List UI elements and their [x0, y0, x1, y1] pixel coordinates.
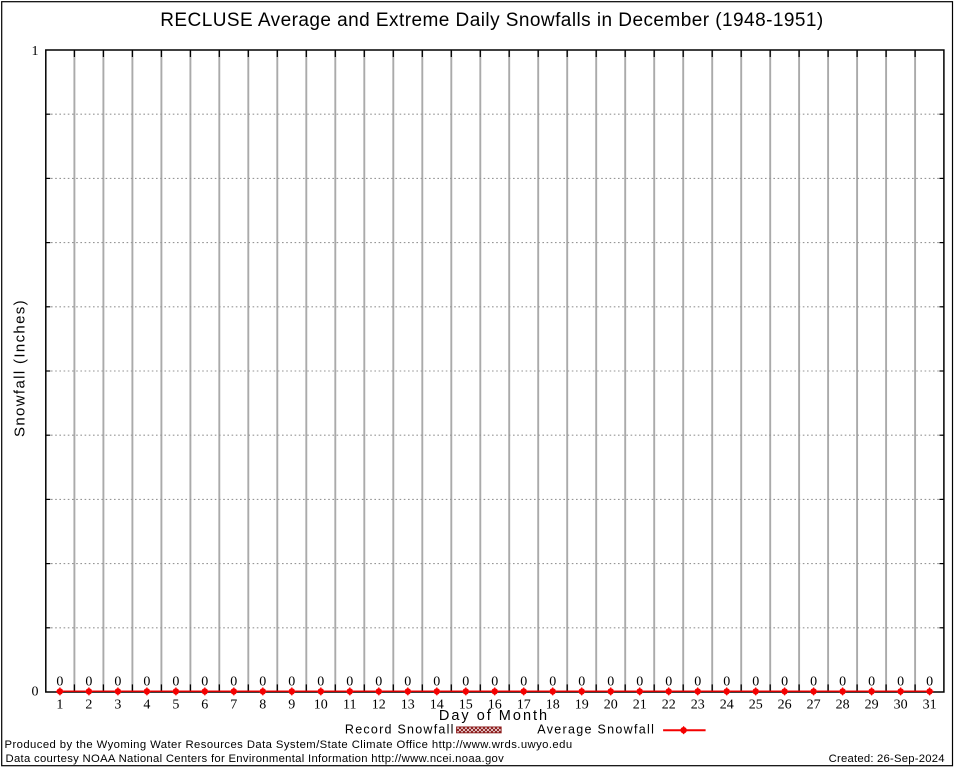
- svg-text:0: 0: [375, 675, 382, 690]
- svg-text:6: 6: [201, 698, 208, 713]
- svg-text:17: 17: [517, 698, 531, 713]
- svg-text:Data courtesy NOAA National Ce: Data courtesy NOAA National Centers for …: [6, 753, 505, 765]
- svg-text:12: 12: [372, 698, 386, 713]
- svg-text:10: 10: [314, 698, 328, 713]
- svg-text:0: 0: [810, 675, 817, 690]
- svg-text:0: 0: [317, 675, 324, 690]
- svg-text:25: 25: [749, 698, 763, 713]
- svg-text:29: 29: [865, 698, 879, 713]
- svg-text:22: 22: [662, 698, 676, 713]
- svg-text:28: 28: [836, 698, 850, 713]
- svg-text:19: 19: [575, 698, 589, 713]
- svg-text:3: 3: [114, 698, 121, 713]
- svg-text:0: 0: [897, 675, 904, 690]
- svg-text:0: 0: [201, 675, 208, 690]
- svg-text:21: 21: [633, 698, 647, 713]
- svg-text:Average Snowfall: Average Snowfall: [537, 722, 655, 736]
- svg-text:0: 0: [85, 675, 92, 690]
- svg-text:31: 31: [923, 698, 937, 713]
- svg-text:0: 0: [462, 675, 469, 690]
- svg-text:15: 15: [459, 698, 473, 713]
- svg-text:0: 0: [172, 675, 179, 690]
- svg-text:18: 18: [546, 698, 560, 713]
- svg-text:16: 16: [488, 698, 502, 713]
- svg-text:9: 9: [288, 698, 295, 713]
- svg-text:0: 0: [665, 675, 672, 690]
- svg-text:0: 0: [346, 675, 353, 690]
- svg-text:0: 0: [926, 675, 933, 690]
- svg-text:0: 0: [288, 675, 295, 690]
- svg-text:13: 13: [401, 698, 415, 713]
- svg-text:0: 0: [230, 675, 237, 690]
- svg-text:0: 0: [868, 675, 875, 690]
- svg-text:4: 4: [143, 698, 150, 713]
- svg-text:0: 0: [839, 675, 846, 690]
- svg-text:23: 23: [691, 698, 705, 713]
- svg-text:8: 8: [259, 698, 266, 713]
- svg-text:0: 0: [491, 675, 498, 690]
- svg-text:1: 1: [32, 44, 39, 59]
- svg-text:1: 1: [56, 698, 63, 713]
- svg-text:Record Snowfall: Record Snowfall: [345, 722, 455, 736]
- svg-text:0: 0: [143, 675, 150, 690]
- svg-text:27: 27: [807, 698, 821, 713]
- svg-text:0: 0: [723, 675, 730, 690]
- svg-text:7: 7: [230, 698, 237, 713]
- svg-text:24: 24: [720, 698, 734, 713]
- svg-text:5: 5: [172, 698, 179, 713]
- svg-text:Snowfall (Inches): Snowfall (Inches): [12, 299, 29, 437]
- svg-text:0: 0: [56, 675, 63, 690]
- svg-text:30: 30: [894, 698, 908, 713]
- svg-text:0: 0: [578, 675, 585, 690]
- svg-text:0: 0: [636, 675, 643, 690]
- svg-text:0: 0: [781, 675, 788, 690]
- svg-text:0: 0: [433, 675, 440, 690]
- svg-text:0: 0: [607, 675, 614, 690]
- svg-text:20: 20: [604, 698, 618, 713]
- svg-text:Day of Month: Day of Month: [439, 708, 549, 724]
- svg-text:2: 2: [85, 698, 92, 713]
- svg-text:0: 0: [114, 675, 121, 690]
- svg-text:0: 0: [752, 675, 759, 690]
- svg-text:0: 0: [694, 675, 701, 690]
- svg-text:0: 0: [520, 675, 527, 690]
- svg-text:Produced by the Wyoming Water: Produced by the Wyoming Water Resources …: [5, 739, 573, 751]
- svg-text:RECLUSE Average and Extreme Da: RECLUSE Average and Extreme Daily Snowfa…: [160, 10, 823, 31]
- svg-text:0: 0: [549, 675, 556, 690]
- svg-text:Created: 26-Sep-2024: Created: 26-Sep-2024: [829, 753, 945, 765]
- svg-text:14: 14: [430, 698, 444, 713]
- svg-text:11: 11: [343, 698, 356, 713]
- svg-text:0: 0: [404, 675, 411, 690]
- svg-text:26: 26: [778, 698, 792, 713]
- svg-text:0: 0: [32, 685, 39, 700]
- svg-text:0: 0: [259, 675, 266, 690]
